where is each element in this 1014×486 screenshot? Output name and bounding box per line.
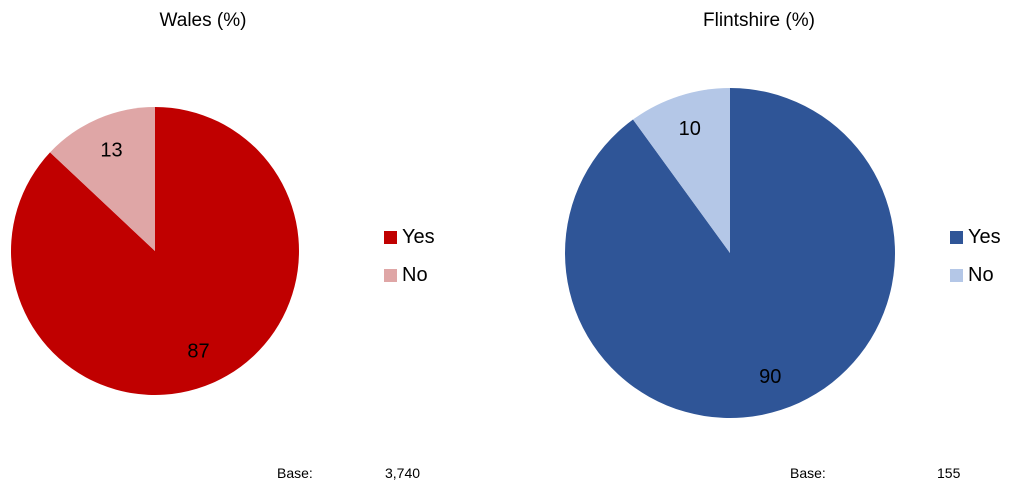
wales-chart-panel: Wales (%) 87 13 Yes No Base: 3,740 [10,10,435,481]
chart-title: Wales (%) [159,10,247,31]
legend-swatch-yes [384,230,397,244]
base-value: 3,740 [385,465,421,481]
data-label-no: 10 [679,118,701,140]
pie-chart-flintshire: 90 10 [565,88,896,418]
legend-label-yes: Yes [402,225,435,248]
legend: Yes No [950,218,1001,294]
pie-slice-no [50,107,155,251]
pie-chart-wales: 87 13 [10,107,300,395]
data-label-no: 13 [100,140,122,162]
legend-item-yes: Yes [384,218,435,256]
base-label: Base: [277,465,313,481]
chart-title: Flintshire (%) [703,10,815,31]
legend-swatch-no [950,268,963,282]
legend-swatch-no [384,268,397,282]
legend-item-no: No [384,256,435,294]
base-value: 155 [937,465,961,481]
base-label: Base: [790,465,826,481]
flintshire-chart-panel: Flintshire (%) 90 10 Yes No Base: 155 [507,0,1014,486]
legend-swatch-yes [950,230,963,244]
data-label-yes: 87 [187,340,209,362]
data-label-yes: 90 [759,366,781,388]
legend: Yes No [384,218,435,294]
pie-slice-no [633,88,730,253]
legend-label-no: No [402,263,428,286]
legend-label-no: No [968,263,994,286]
legend-item-no: No [950,256,1001,294]
legend-label-yes: Yes [968,225,1001,248]
pie-slice-yes [565,88,896,418]
legend-item-yes: Yes [950,218,1001,256]
